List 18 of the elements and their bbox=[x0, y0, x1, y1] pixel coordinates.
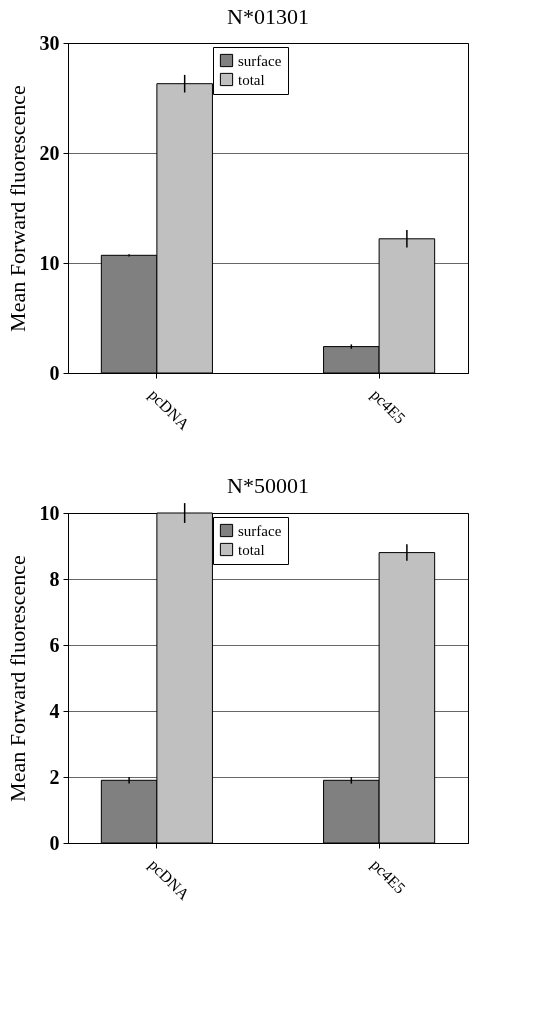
y-tick-label: 6 bbox=[49, 633, 60, 656]
y-axis-title: Mean Forward fluorescence bbox=[4, 555, 30, 802]
y-tick-label: 20 bbox=[39, 141, 60, 164]
y-tick-label: 8 bbox=[49, 567, 60, 590]
y-tick-label: 4 bbox=[49, 699, 60, 722]
y-tick-label: 2 bbox=[49, 765, 60, 788]
legend-label: total bbox=[238, 541, 265, 558]
legend-label: total bbox=[238, 71, 265, 88]
chart-title: N*01301 bbox=[227, 4, 309, 29]
y-tick-label: 10 bbox=[39, 251, 60, 274]
chart-title: N*50001 bbox=[227, 473, 309, 499]
y-axis-title: Mean Forward fluorescence bbox=[4, 85, 30, 332]
y-tick-label: 10 bbox=[39, 501, 60, 524]
y-tick-label: 30 bbox=[39, 31, 60, 54]
y-tick-label: 0 bbox=[49, 361, 60, 384]
y-tick-label: 0 bbox=[49, 831, 60, 854]
legend-label: surface bbox=[238, 52, 282, 69]
legend-label: surface bbox=[238, 522, 282, 539]
